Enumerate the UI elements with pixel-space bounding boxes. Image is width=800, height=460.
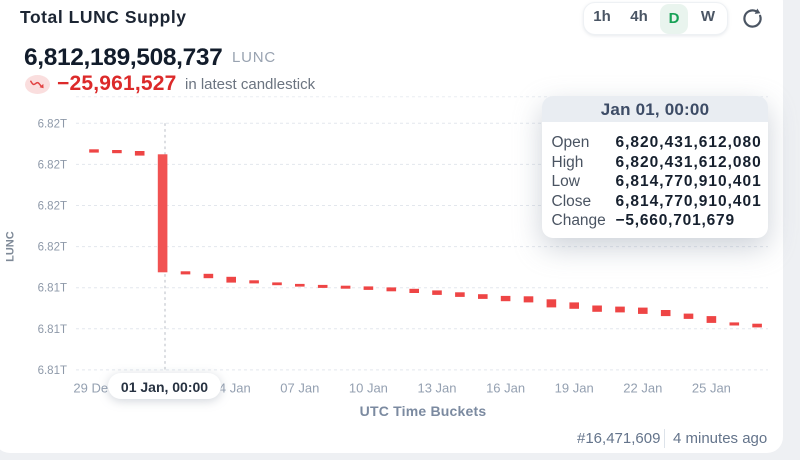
svg-text:LUNC: LUNC <box>5 231 17 262</box>
svg-text:6.82T: 6.82T <box>38 159 67 171</box>
svg-text:04 Jan: 04 Jan <box>212 381 251 396</box>
svg-text:13 Jan: 13 Jan <box>417 381 456 396</box>
svg-text:6.81T: 6.81T <box>38 324 67 336</box>
svg-text:6.82T: 6.82T <box>38 118 67 130</box>
svg-text:10 Jan: 10 Jan <box>349 381 388 396</box>
svg-text:6.82T: 6.82T <box>38 201 67 213</box>
svg-text:29 Dec: 29 Dec <box>73 381 115 396</box>
svg-text:22 Jan: 22 Jan <box>623 381 662 396</box>
svg-text:19 Jan: 19 Jan <box>555 381 594 396</box>
svg-text:6.81T: 6.81T <box>38 283 67 295</box>
svg-text:07 Jan: 07 Jan <box>280 381 319 396</box>
svg-text:25 Jan: 25 Jan <box>692 381 731 396</box>
svg-text:6.82T: 6.82T <box>38 242 67 254</box>
svg-text:16 Jan: 16 Jan <box>486 381 525 396</box>
svg-text:6.81T: 6.81T <box>38 365 67 377</box>
